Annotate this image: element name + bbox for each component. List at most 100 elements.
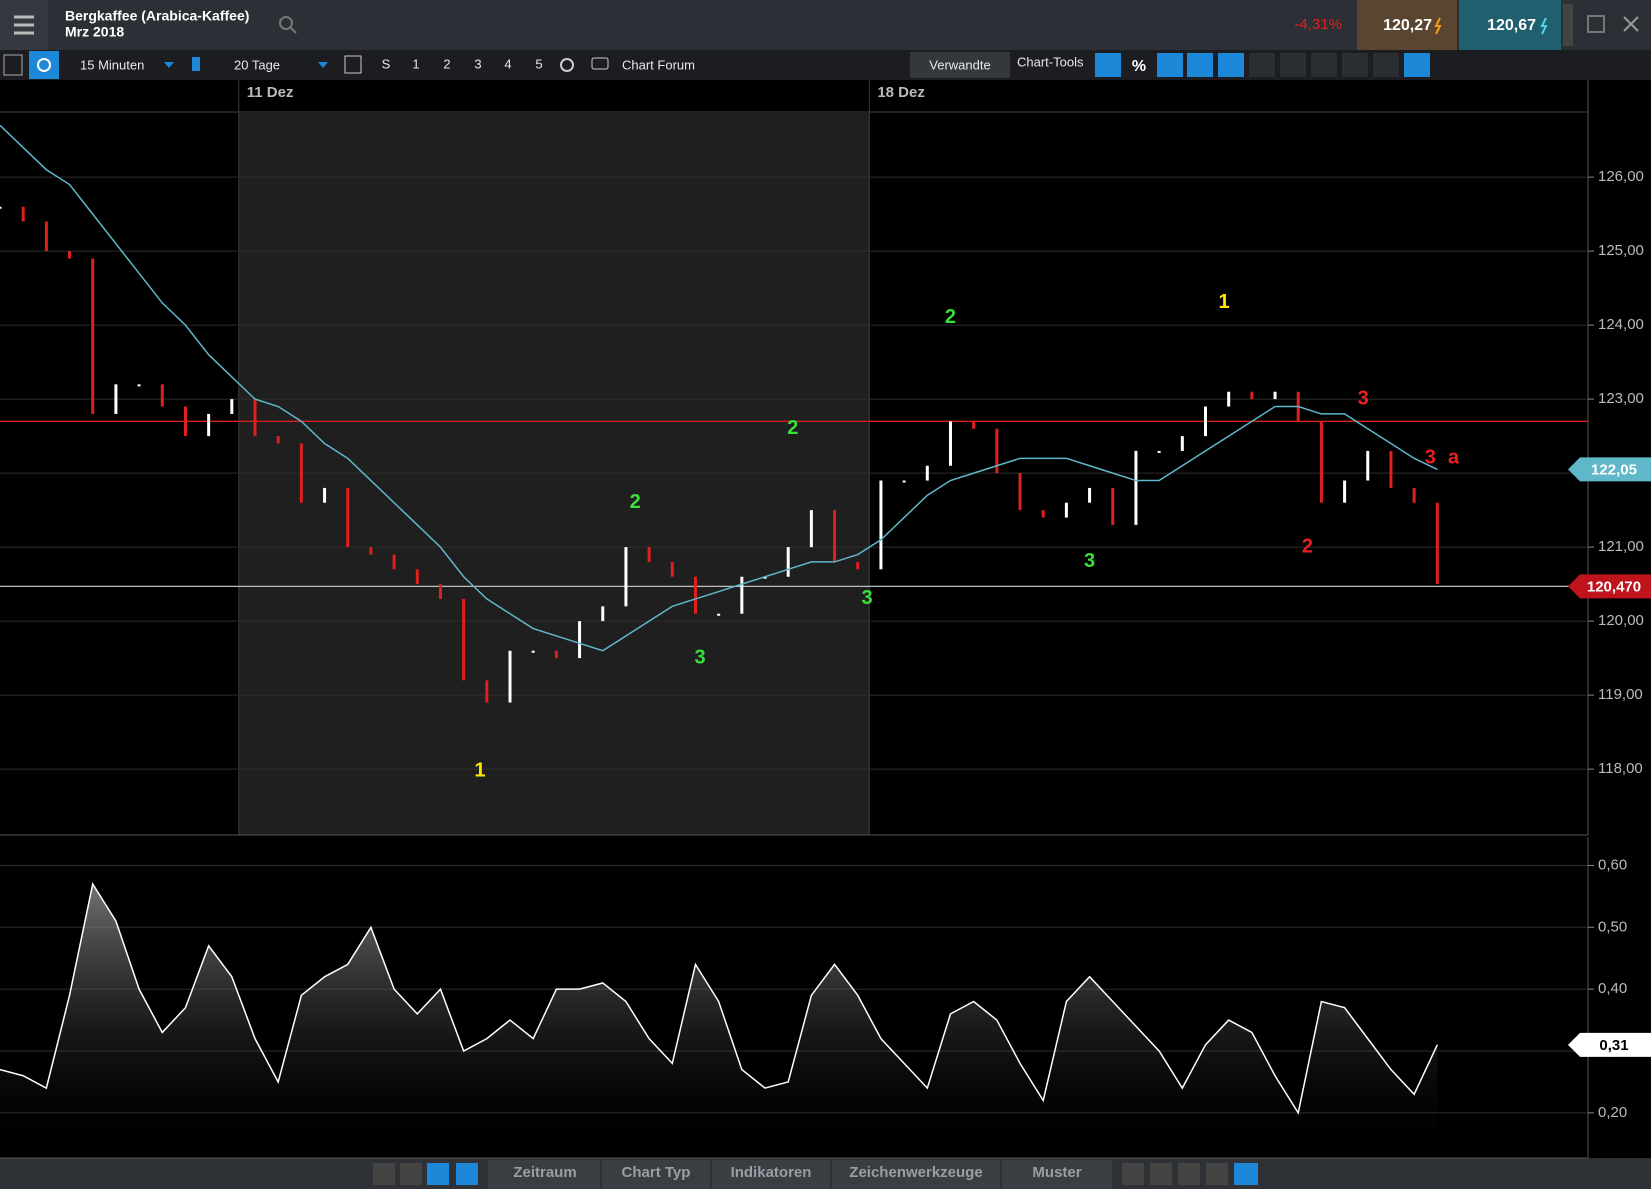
price-bar bbox=[44, 221, 48, 252]
price-bar bbox=[207, 413, 211, 437]
zoom-icons[interactable] bbox=[1122, 1163, 1258, 1185]
price-bar bbox=[1134, 450, 1138, 525]
price-bar bbox=[647, 547, 651, 562]
price-bar bbox=[1203, 406, 1207, 437]
price-bar bbox=[508, 650, 512, 703]
sidebar-icon[interactable] bbox=[3, 54, 23, 76]
tab[interactable]: Chart Typ bbox=[622, 1164, 691, 1181]
price-bar bbox=[925, 465, 929, 481]
x-tick-label: 11 Dez bbox=[247, 84, 294, 101]
wave-label: 2 bbox=[1302, 535, 1313, 557]
y-tick-label: 119,00 bbox=[1598, 686, 1643, 703]
price-bar bbox=[323, 487, 327, 503]
preset[interactable]: 3 bbox=[474, 56, 481, 71]
price-bar bbox=[91, 258, 95, 414]
tab[interactable]: Zeichenwerkzeuge bbox=[849, 1164, 982, 1181]
price-bar bbox=[693, 576, 697, 614]
y-tick-label: 124,00 bbox=[1598, 316, 1644, 333]
price-bar bbox=[392, 554, 396, 570]
x-tick-label: 18 Dez bbox=[877, 84, 925, 101]
percent-button[interactable]: % bbox=[1132, 58, 1146, 75]
price-bar bbox=[1018, 473, 1022, 511]
gear-icon[interactable] bbox=[560, 58, 574, 72]
y-tick-label: 123,00 bbox=[1598, 390, 1644, 407]
price-bar bbox=[856, 561, 860, 570]
tool-icon[interactable] bbox=[1095, 53, 1121, 77]
price-bar bbox=[1227, 391, 1231, 407]
price-bar bbox=[833, 510, 837, 562]
price-bar bbox=[253, 399, 257, 437]
instrument-name: Bergkaffee (Arabica-Kaffee) bbox=[65, 8, 249, 24]
preset[interactable]: 1 bbox=[412, 56, 419, 71]
related-button[interactable] bbox=[910, 52, 1010, 78]
chart-forum[interactable]: Chart Forum bbox=[622, 57, 695, 72]
price-bar bbox=[1111, 487, 1115, 525]
y-tick-label: 0,50 bbox=[1598, 918, 1627, 935]
price-bar bbox=[902, 480, 906, 483]
price-bar bbox=[137, 384, 141, 387]
y-tick-label: 118,00 bbox=[1598, 760, 1643, 777]
price-bar bbox=[670, 561, 674, 577]
price-bar bbox=[276, 436, 280, 444]
forum-icon[interactable] bbox=[591, 57, 609, 70]
price-panel: 11 Dez 18 Dez 118,00 119,00 120,00 121,00 122,… bbox=[0, 80, 1651, 836]
interval-select[interactable]: 15 Minuten bbox=[80, 57, 174, 72]
area-panel: 0,200,300,400,500,600,31 bbox=[0, 837, 1651, 1159]
wave-label: 1 bbox=[1218, 291, 1229, 313]
tab-bg[interactable] bbox=[602, 1160, 710, 1189]
y-tick-label: 125,00 bbox=[1598, 242, 1644, 259]
preset[interactable]: 5 bbox=[535, 56, 542, 71]
wave-label: 2 bbox=[630, 491, 641, 513]
bottom-icons[interactable] bbox=[373, 1163, 478, 1185]
tab[interactable]: Indikatoren bbox=[731, 1164, 812, 1181]
price-bar bbox=[1273, 391, 1277, 400]
tab-bg[interactable] bbox=[1002, 1160, 1112, 1189]
chart-tools: Chart-Tools bbox=[1017, 54, 1084, 69]
date-row bbox=[0, 80, 1588, 112]
price-bar bbox=[68, 251, 72, 259]
price-bar bbox=[1343, 480, 1347, 503]
lock-icon[interactable] bbox=[192, 57, 200, 71]
price-bar bbox=[1412, 487, 1416, 503]
preset[interactable]: 4 bbox=[504, 56, 511, 71]
ask: 120,67 bbox=[1487, 17, 1536, 34]
price-bar bbox=[763, 576, 767, 579]
search-icon[interactable] bbox=[279, 16, 297, 34]
preset[interactable]: S bbox=[382, 56, 391, 71]
tab[interactable]: Zeitraum bbox=[513, 1164, 576, 1181]
price-bar bbox=[160, 384, 164, 407]
chart-layer: 11 Dez 18 Dez 118,00 119,00 120,00 121,00 122,… bbox=[0, 80, 1651, 1159]
wave-label: 2 bbox=[945, 306, 956, 328]
price-tag bbox=[1568, 574, 1651, 599]
wave-label: 3 bbox=[1425, 447, 1436, 469]
price-bar bbox=[578, 621, 582, 659]
price-bar bbox=[1389, 450, 1393, 488]
price-bar bbox=[299, 443, 303, 503]
price-tag-label: 0,31 bbox=[1599, 1037, 1628, 1054]
range: 20 Tage bbox=[234, 57, 280, 72]
menu-button[interactable] bbox=[0, 0, 48, 50]
price-bar bbox=[485, 680, 489, 703]
wave-label: 2 bbox=[787, 417, 798, 439]
contract: Mrz 2018 bbox=[65, 24, 124, 40]
tab-bg[interactable] bbox=[832, 1160, 1000, 1189]
y-tick-label: 0,60 bbox=[1598, 856, 1627, 873]
tab-bg[interactable] bbox=[488, 1160, 600, 1189]
wave-label: a bbox=[1448, 447, 1460, 469]
wave-label: 3 bbox=[1358, 387, 1369, 409]
price-tag-label: 122,05 bbox=[1591, 461, 1637, 478]
calendar-icon[interactable] bbox=[344, 55, 362, 74]
price-bar bbox=[786, 547, 790, 577]
price-bar bbox=[21, 206, 25, 222]
settings-icon[interactable] bbox=[29, 51, 59, 79]
tool-icons[interactable] bbox=[1157, 53, 1430, 77]
tab-bg[interactable] bbox=[712, 1160, 830, 1189]
range-select[interactable]: 20 Tage bbox=[234, 57, 328, 72]
tab[interactable]: Muster bbox=[1032, 1164, 1081, 1181]
price-bar bbox=[183, 406, 187, 437]
window-buttons[interactable] bbox=[1563, 4, 1639, 46]
price-bar bbox=[740, 576, 744, 614]
preset[interactable]: 2 bbox=[443, 56, 450, 71]
y-tick-label: 126,00 bbox=[1598, 168, 1644, 185]
